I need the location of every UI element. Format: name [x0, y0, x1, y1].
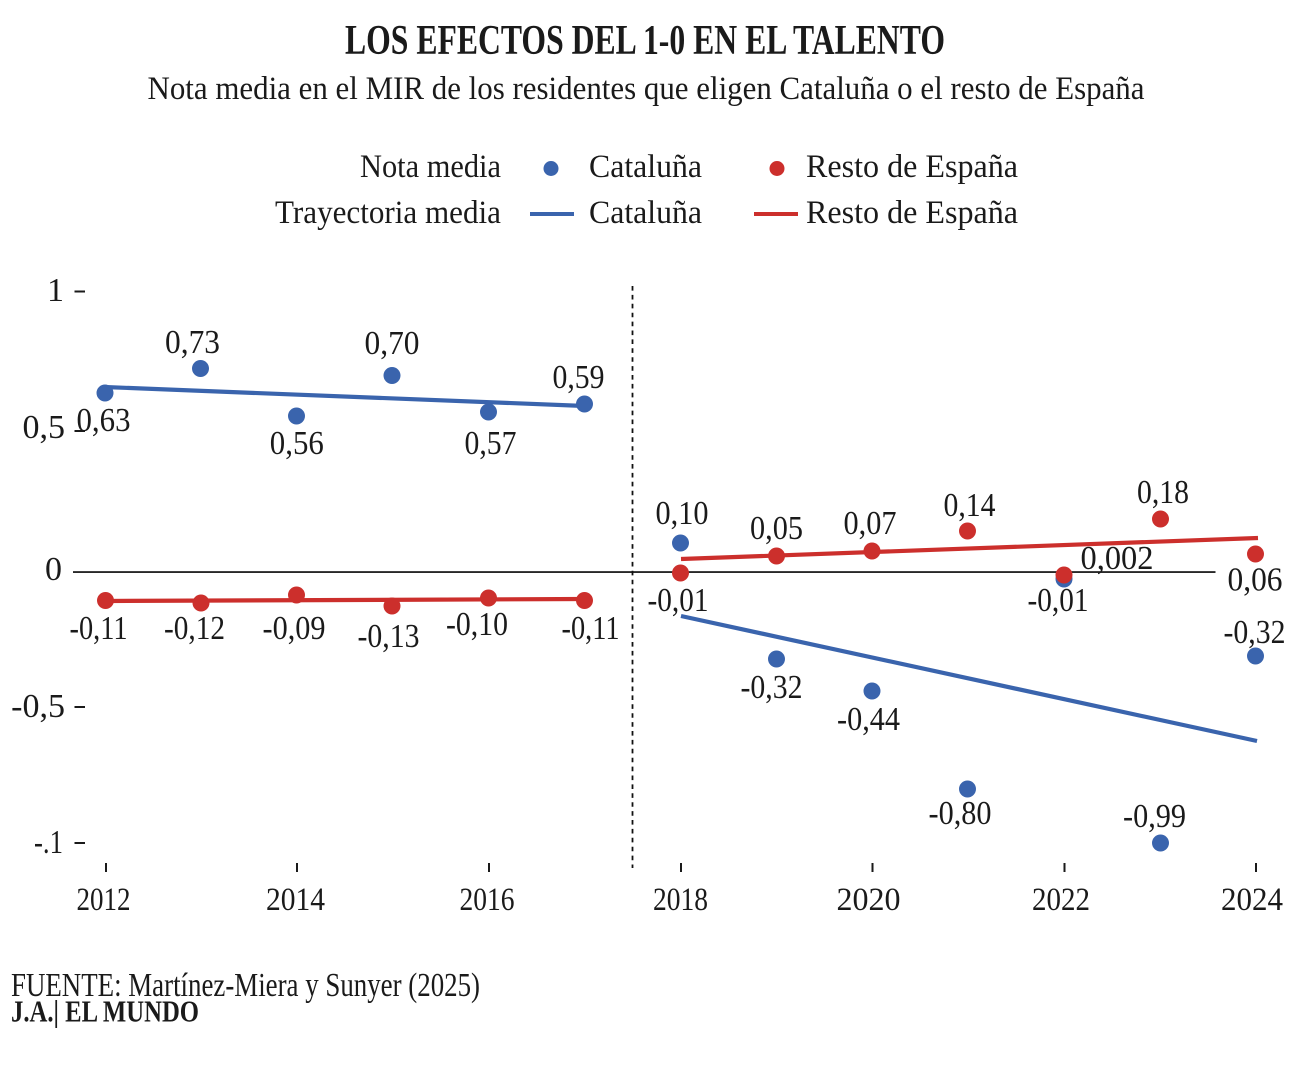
svg-text:-0,12: -0,12 [164, 610, 225, 647]
svg-text:0,56: 0,56 [270, 425, 324, 462]
svg-text:0,05: 0,05 [750, 510, 803, 547]
svg-text:LOS EFECTOS DEL 1-0 EN EL TALE: LOS EFECTOS DEL 1-0 EN EL TALENTO [345, 18, 945, 64]
svg-text:FUENTE: Martínez-Miera y Sunye: FUENTE: Martínez-Miera y Sunyer (2025) [11, 967, 480, 1004]
svg-text:0,10: 0,10 [656, 495, 709, 532]
svg-text:J.A.| EL MUNDO: J.A.| EL MUNDO [11, 994, 199, 1029]
svg-text:1: 1 [47, 272, 64, 309]
svg-text:-0,09: -0,09 [263, 610, 326, 647]
svg-text:-0,44: -0,44 [837, 701, 900, 738]
svg-text:0,07: 0,07 [844, 505, 897, 542]
svg-text:-0,80: -0,80 [929, 795, 992, 832]
svg-text:-0,10: -0,10 [446, 606, 508, 643]
svg-text:-0,32: -0,32 [1224, 614, 1286, 651]
svg-text:-0,11: -0,11 [562, 610, 620, 647]
svg-text:2018: 2018 [653, 882, 708, 918]
svg-text:0,06: 0,06 [1228, 562, 1283, 599]
svg-text:Cataluña: Cataluña [589, 149, 702, 185]
svg-text:Resto de España: Resto de España [806, 149, 1018, 185]
svg-text:Cataluña: Cataluña [589, 195, 702, 231]
svg-text:0,002: 0,002 [1081, 540, 1154, 577]
svg-text:0,18: 0,18 [1137, 474, 1189, 511]
svg-text:-0,13: -0,13 [358, 618, 420, 655]
svg-text:0,59: 0,59 [553, 359, 605, 396]
svg-text:2016: 2016 [460, 882, 515, 918]
svg-text:-0,32: -0,32 [741, 669, 803, 706]
svg-text:0,57: 0,57 [465, 425, 517, 462]
svg-text:-0,01: -0,01 [1028, 582, 1089, 619]
svg-text:0: 0 [45, 551, 62, 588]
svg-text:Nota media: Nota media [360, 149, 501, 185]
svg-text:0,63: 0,63 [77, 402, 131, 439]
svg-text:2014: 2014 [266, 882, 325, 918]
svg-text:0,73: 0,73 [165, 324, 220, 361]
svg-text:2020: 2020 [837, 882, 901, 918]
svg-text:-0,99: -0,99 [1123, 798, 1186, 835]
svg-text:2022: 2022 [1032, 882, 1090, 918]
svg-text:0,14: 0,14 [944, 487, 996, 524]
svg-text:Nota media en el MIR de los re: Nota media en el MIR de los residentes q… [148, 71, 1145, 107]
svg-text:Resto de España: Resto de España [806, 195, 1018, 231]
svg-text:0,70: 0,70 [365, 325, 420, 362]
svg-text:-.1: -.1 [34, 824, 63, 861]
svg-text:0,5: 0,5 [23, 409, 66, 446]
svg-text:-0,01: -0,01 [648, 582, 709, 619]
svg-text:Trayectoria media: Trayectoria media [275, 195, 501, 231]
svg-text:-0,5: -0,5 [11, 688, 65, 725]
svg-text:2012: 2012 [77, 882, 131, 918]
svg-text:-0,11: -0,11 [70, 610, 128, 647]
svg-text:2024: 2024 [1221, 882, 1283, 918]
